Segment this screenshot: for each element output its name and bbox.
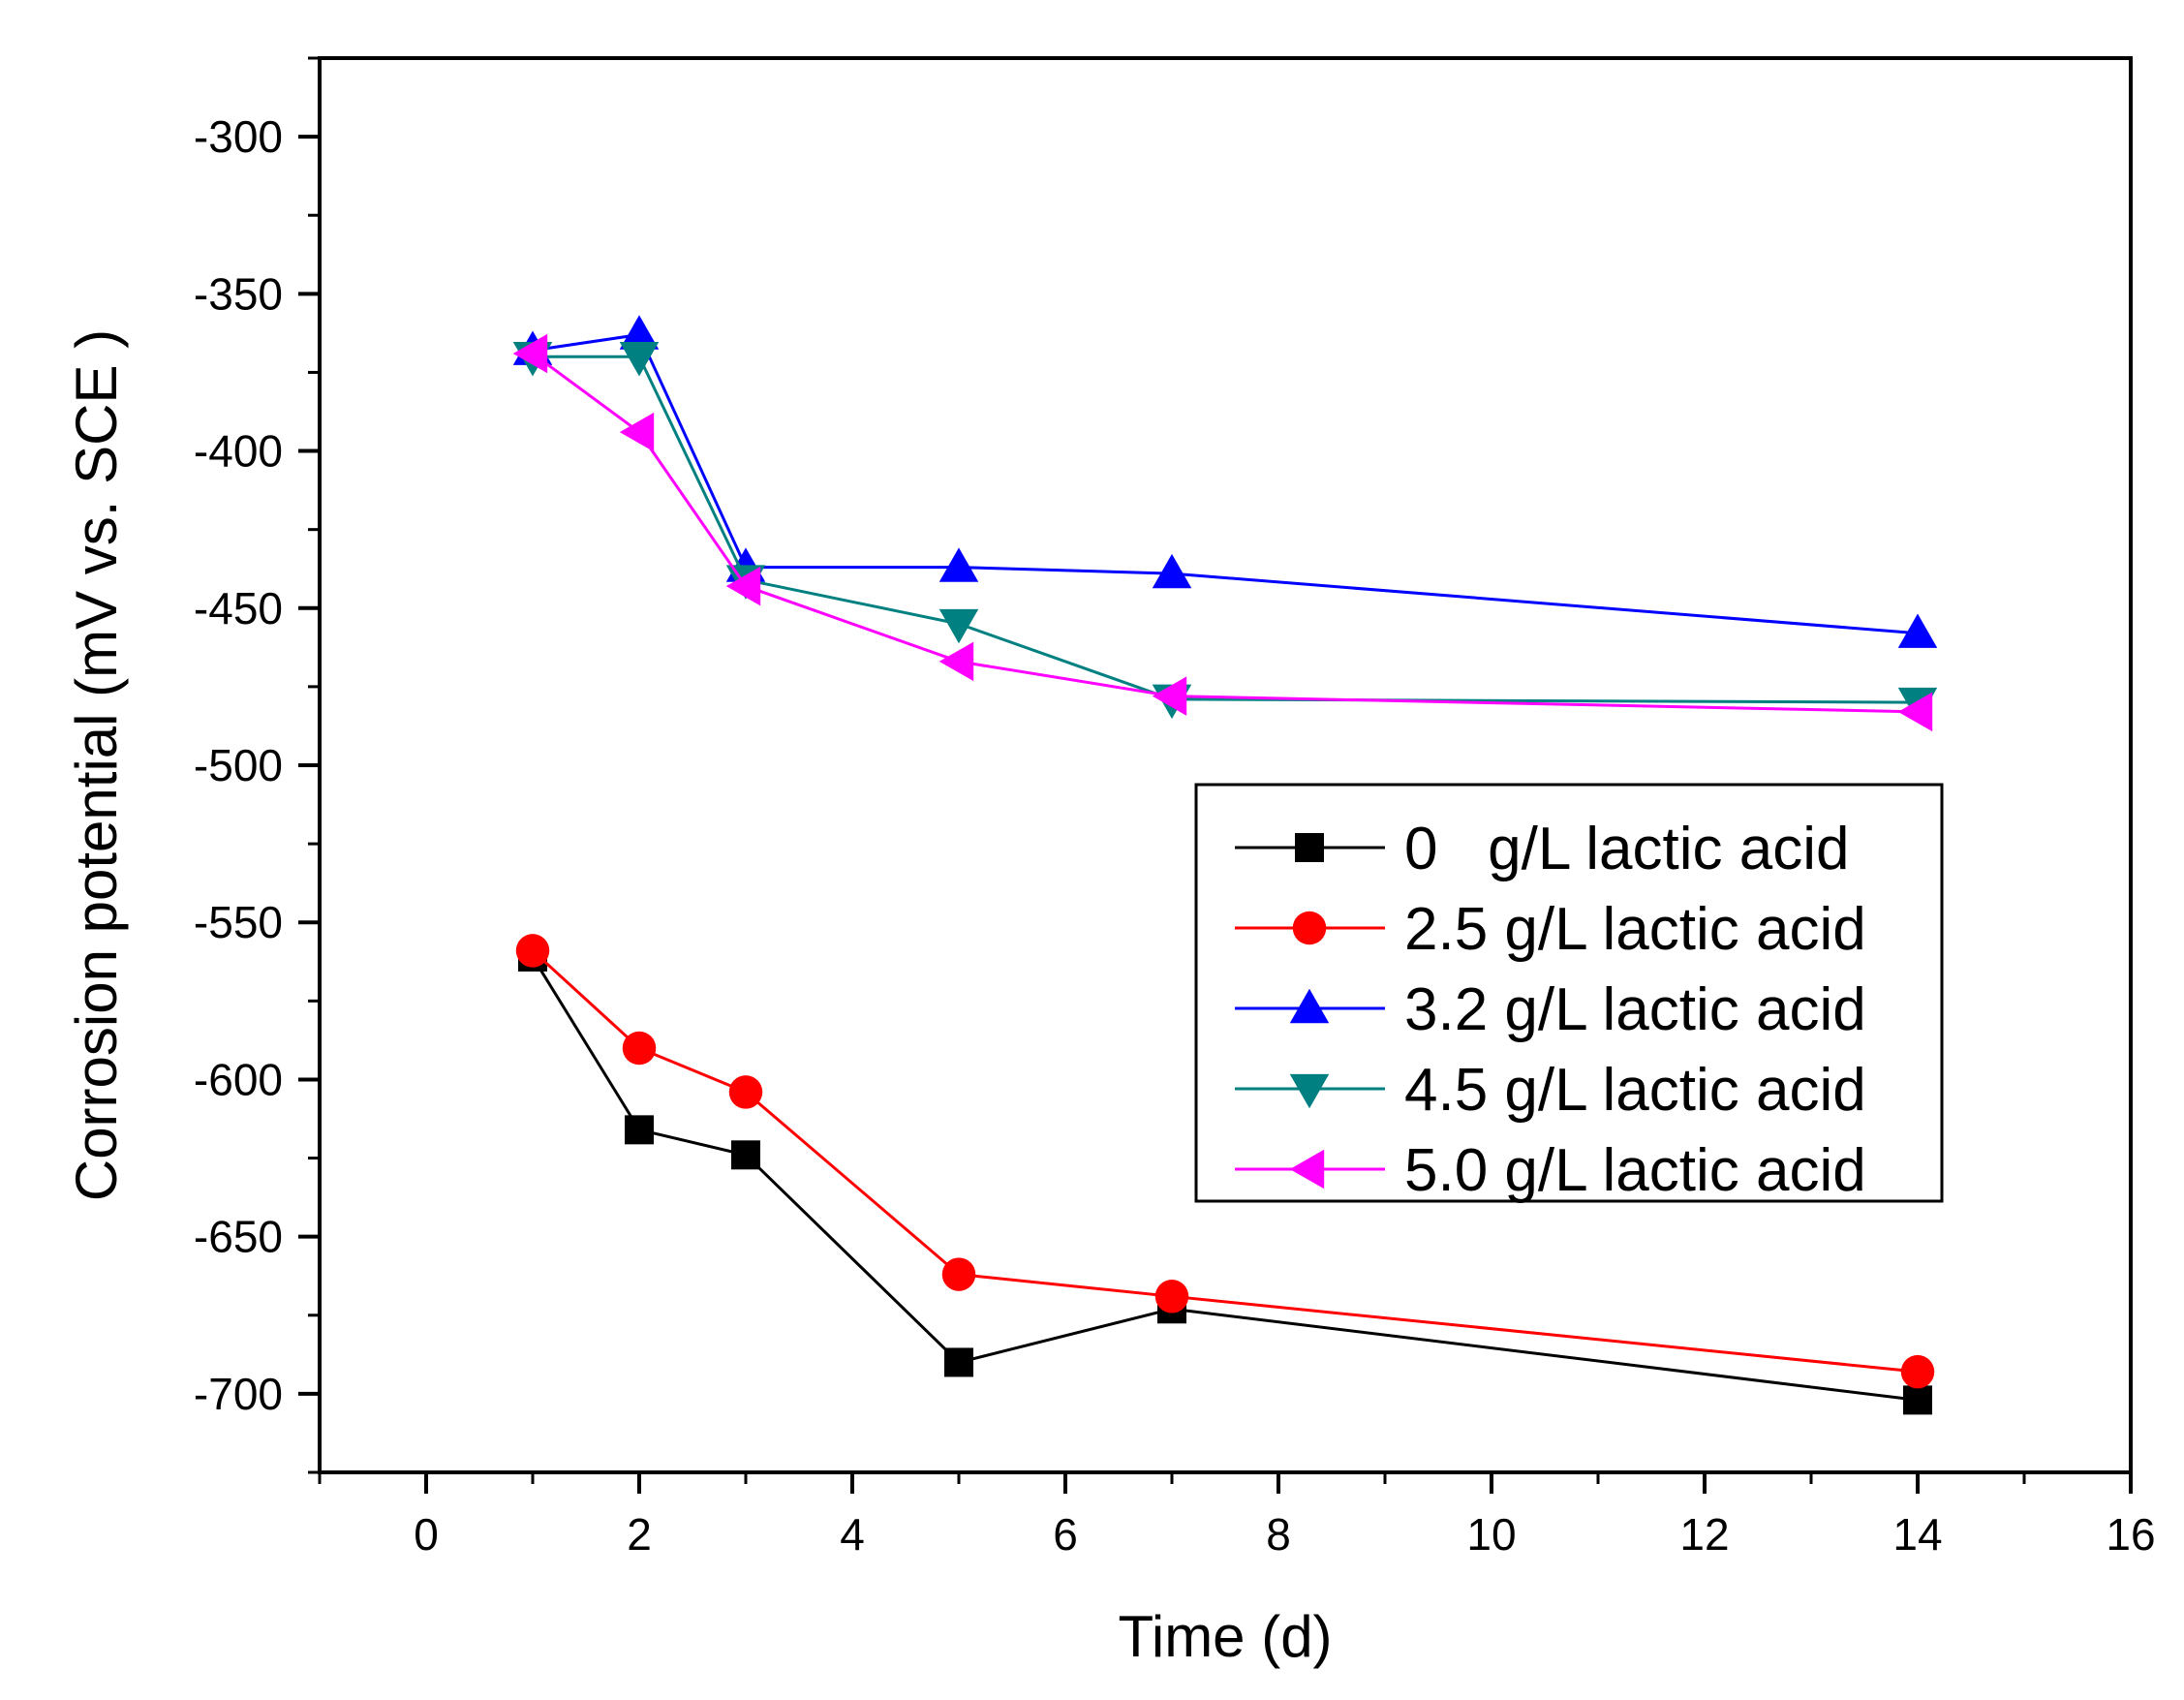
data-point <box>1900 1354 1935 1389</box>
data-point <box>941 1257 976 1291</box>
y-tick-label: -500 <box>194 740 283 790</box>
data-point <box>731 1140 760 1170</box>
x-tick-label: 4 <box>840 1509 865 1560</box>
data-point <box>1897 692 1933 732</box>
series-line <box>533 355 1919 704</box>
legend-label: 4.5 g/L lactic acid <box>1404 1057 1866 1124</box>
data-point <box>622 1031 657 1066</box>
legend-marker <box>1289 1149 1325 1190</box>
legend-label: 3.2 g/L lactic acid <box>1404 976 1866 1043</box>
y-tick-label: -300 <box>194 111 283 162</box>
x-tick-label: 10 <box>1466 1509 1516 1560</box>
plot-frame <box>318 56 2133 1474</box>
y-tick-label: -450 <box>194 583 283 634</box>
data-point <box>619 342 660 377</box>
data-point <box>515 934 550 968</box>
y-tick-label: -700 <box>194 1369 283 1419</box>
series-2 <box>515 934 1935 1389</box>
legend-entry: 5.0 g/L lactic acid <box>1235 1137 1866 1204</box>
legend-entry: 3.2 g/L lactic acid <box>1235 976 1866 1043</box>
y-axis-title: Corrosion potential (mV vs. SCE ) <box>64 329 129 1201</box>
data-point <box>938 608 979 644</box>
y-tick-label: -400 <box>194 426 283 477</box>
legend-entry: 0 g/L lactic acid <box>1235 816 1850 882</box>
legend-marker <box>1289 1073 1330 1109</box>
series-line <box>531 956 1919 1402</box>
data-point <box>512 333 548 374</box>
series-5 <box>512 333 1933 732</box>
x-tick-label: 14 <box>1892 1509 1942 1560</box>
legend-entry: 4.5 g/L lactic acid <box>1235 1057 1866 1124</box>
series-4 <box>512 342 1938 723</box>
legend-marker <box>1292 911 1327 945</box>
x-tick-label: 6 <box>1053 1509 1078 1560</box>
data-point <box>625 1115 654 1145</box>
legend-marker <box>1289 988 1330 1024</box>
series-3 <box>512 315 1938 648</box>
data-point <box>1152 553 1192 589</box>
y-tick-label: -550 <box>194 897 283 947</box>
y-tick-label: -600 <box>194 1054 283 1104</box>
legend-entry: 2.5 g/L lactic acid <box>1235 896 1866 963</box>
data-point <box>619 412 655 452</box>
data-point <box>944 1347 973 1377</box>
x-tick-label: 12 <box>1679 1509 1729 1560</box>
legend-label: 0 g/L lactic acid <box>1404 816 1850 882</box>
y-tick-label: -350 <box>194 268 283 319</box>
x-axis-title: Time (d) <box>1118 1604 1332 1669</box>
x-tick-label: 0 <box>414 1509 439 1560</box>
data-point <box>725 566 761 606</box>
axis-ticks: 0 2 4 6 8 10 12 14 16 -300 -350 -400 -450 -500 -550 -60… <box>194 56 2156 1560</box>
data-point <box>1897 613 1938 648</box>
series-layer <box>512 315 1938 1415</box>
legend-label: 5.0 g/L lactic acid <box>1404 1137 1866 1204</box>
data-point <box>938 547 979 582</box>
legend-marker <box>1295 833 1324 862</box>
series-line <box>531 949 1919 1374</box>
x-tick-label: 8 <box>1266 1509 1291 1560</box>
data-point <box>619 315 660 350</box>
data-point <box>1152 676 1187 716</box>
legend: 0 g/L lactic acid 2.5 g/L lactic acid 3.2 … <box>1194 783 1944 1204</box>
data-point <box>728 1075 763 1109</box>
data-point <box>1154 1280 1189 1314</box>
series-line <box>532 332 1919 635</box>
x-tick-label: 16 <box>2106 1509 2155 1560</box>
legend-label: 2.5 g/L lactic acid <box>1404 896 1866 963</box>
data-point <box>938 641 974 682</box>
series-line <box>532 352 1919 714</box>
y-tick-label: -650 <box>194 1212 283 1262</box>
x-tick-label: 2 <box>627 1509 652 1560</box>
data-point <box>1903 1385 1932 1415</box>
